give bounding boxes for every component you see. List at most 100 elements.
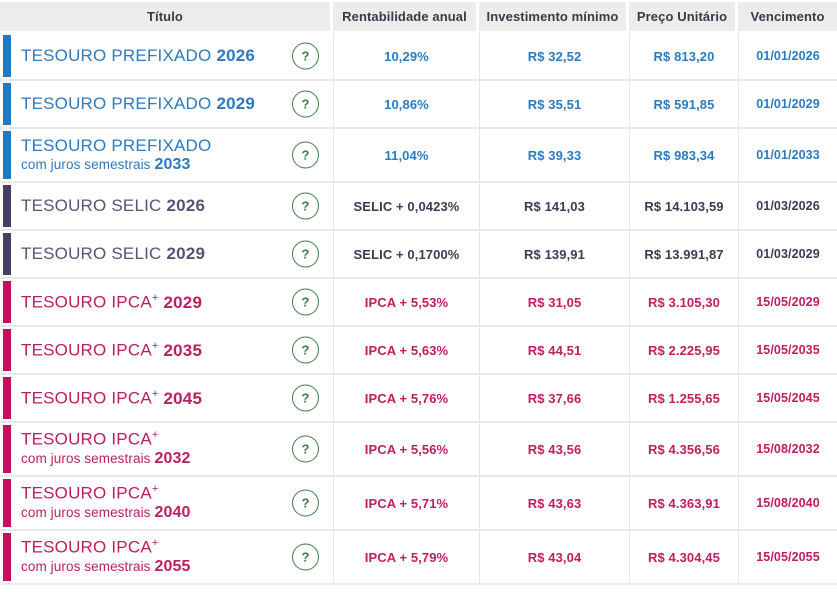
column-header-preco-unitario: Preço Unitário [629, 2, 738, 31]
question-mark-icon: ? [301, 390, 310, 406]
help-button[interactable]: ? [292, 90, 319, 118]
maturity-date-cell: 01/03/2029 [738, 231, 837, 277]
minimum-investment-cell: R$ 31,05 [479, 279, 629, 325]
table-row: TESOURO IPCA+ com juros semestrais 2040 ?… [0, 475, 837, 529]
ipca-plus-superscript: + [151, 339, 159, 352]
help-button[interactable]: ? [292, 384, 319, 412]
minimum-investment-cell: R$ 37,66 [479, 375, 629, 421]
unit-price-cell: R$ 3.105,30 [629, 279, 738, 325]
bond-title-link[interactable]: TESOURO SELIC 2029 [21, 244, 205, 264]
help-button[interactable]: ? [292, 543, 319, 571]
bond-title-link[interactable]: TESOURO IPCA+ com juros semestrais 2040 [21, 483, 191, 523]
unit-price-cell: R$ 4.356,56 [629, 423, 738, 475]
annual-return-cell: IPCA + 5,63% [333, 327, 479, 373]
bond-title-cell: TESOURO IPCA+ 2035 ? [0, 327, 333, 373]
bond-title: TESOURO IPCA+ 2045 [21, 387, 203, 408]
bond-title: TESOURO PREFIXADO [21, 135, 212, 155]
help-button[interactable]: ? [292, 435, 319, 463]
annual-return-cell: IPCA + 5,79% [333, 531, 479, 583]
bond-title: TESOURO IPCA+ 2035 [21, 339, 203, 360]
question-mark-icon: ? [301, 246, 310, 262]
column-header-rentabilidade: Rentabilidade anual [333, 2, 479, 31]
bond-subtitle: com juros semestrais 2055 [21, 558, 191, 576]
help-button[interactable]: ? [292, 336, 319, 364]
annual-return-cell: IPCA + 5,53% [333, 279, 479, 325]
help-button[interactable]: ? [292, 42, 319, 70]
unit-price-cell: R$ 14.103,59 [629, 183, 738, 229]
table-row: TESOURO PREFIXADO com juros semestrais 20… [0, 127, 837, 181]
maturity-date-cell: 01/01/2033 [738, 129, 837, 181]
bond-title: TESOURO SELIC 2029 [21, 244, 206, 264]
bond-color-bar [3, 377, 11, 419]
unit-price-cell: R$ 4.304,45 [629, 531, 738, 583]
annual-return-cell: 10,86% [333, 81, 479, 127]
maturity-date-cell: 15/08/2032 [738, 423, 837, 475]
table-row: TESOURO IPCA+ 2035 ? IPCA + 5,63% R$ 44,5… [0, 325, 837, 373]
minimum-investment-cell: R$ 139,91 [479, 231, 629, 277]
bond-title-link[interactable]: TESOURO IPCA+ 2045 [21, 388, 202, 408]
help-button[interactable]: ? [292, 489, 319, 517]
bond-title: TESOURO IPCA+ [21, 537, 159, 557]
help-button[interactable]: ? [292, 240, 319, 268]
column-header-vencimento: Vencimento [738, 2, 837, 31]
annual-return-cell: SELIC + 0,1700% [333, 231, 479, 277]
help-button[interactable]: ? [292, 141, 319, 169]
unit-price-cell: R$ 813,20 [629, 33, 738, 79]
bond-title-link[interactable]: TESOURO IPCA+ 2035 [21, 340, 202, 360]
annual-return-cell: 10,29% [333, 33, 479, 79]
bond-color-bar [3, 185, 11, 227]
annual-return-cell: 11,04% [333, 129, 479, 181]
ipca-plus-superscript: + [151, 429, 159, 442]
bond-title-link[interactable]: TESOURO PREFIXADO 2026 [21, 46, 255, 66]
bond-title-cell: TESOURO IPCA+ com juros semestrais 2055 ? [0, 531, 333, 583]
help-button[interactable]: ? [292, 192, 319, 220]
table-row: TESOURO IPCA+ 2045 ? IPCA + 5,76% R$ 37,6… [0, 373, 837, 421]
unit-price-cell: R$ 2.225,95 [629, 327, 738, 373]
bond-title-link[interactable]: TESOURO PREFIXADO com juros semestrais 20… [21, 136, 211, 175]
ipca-plus-superscript: + [151, 387, 159, 400]
annual-return-cell: IPCA + 5,56% [333, 423, 479, 475]
bond-title-link[interactable]: TESOURO PREFIXADO 2029 [21, 94, 255, 114]
bond-subtitle: com juros semestrais 2040 [21, 504, 191, 522]
table-row: TESOURO PREFIXADO 2029 ? 10,86% R$ 35,51 … [0, 79, 837, 127]
question-mark-icon: ? [301, 441, 310, 457]
bond-color-bar [3, 233, 11, 275]
question-mark-icon: ? [301, 495, 310, 511]
column-header-investimento-minimo: Investimento mínimo [479, 2, 629, 31]
annual-return-cell: IPCA + 5,76% [333, 375, 479, 421]
table-body: TESOURO PREFIXADO 2026 ? 10,29% R$ 32,52 … [0, 31, 837, 585]
bond-title-link[interactable]: TESOURO IPCA+ 2029 [21, 292, 202, 312]
bond-title-cell: TESOURO IPCA+ 2045 ? [0, 375, 333, 421]
bond-color-bar [3, 281, 11, 323]
bond-title-cell: TESOURO IPCA+ com juros semestrais 2040 ? [0, 477, 333, 529]
annual-return-cell: IPCA + 5,71% [333, 477, 479, 529]
unit-price-cell: R$ 4.363,91 [629, 477, 738, 529]
table-header-row: Título Rentabilidade anual Investimento … [0, 2, 837, 31]
table-row: TESOURO IPCA+ com juros semestrais 2055 ?… [0, 529, 837, 583]
help-button[interactable]: ? [292, 288, 319, 316]
bond-color-bar [3, 83, 11, 125]
question-mark-icon: ? [301, 294, 310, 310]
ipca-plus-superscript: + [151, 483, 159, 496]
bond-title-cell: TESOURO SELIC 2026 ? [0, 183, 333, 229]
bond-color-bar [3, 131, 11, 179]
table-row: TESOURO SELIC 2029 ? SELIC + 0,1700% R$ 1… [0, 229, 837, 277]
bond-title-link[interactable]: TESOURO SELIC 2026 [21, 196, 205, 216]
table-row: TESOURO IPCA+ 2029 ? IPCA + 5,53% R$ 31,0… [0, 277, 837, 325]
question-mark-icon: ? [301, 147, 310, 163]
bond-title: TESOURO IPCA+ [21, 429, 159, 449]
minimum-investment-cell: R$ 39,33 [479, 129, 629, 181]
bond-title-link[interactable]: TESOURO IPCA+ com juros semestrais 2032 [21, 429, 191, 469]
question-mark-icon: ? [301, 48, 310, 64]
unit-price-cell: R$ 1.255,65 [629, 375, 738, 421]
bond-subtitle: com juros semestrais 2032 [21, 450, 191, 468]
bond-color-bar [3, 35, 11, 77]
unit-price-cell: R$ 983,34 [629, 129, 738, 181]
bond-title-cell: TESOURO PREFIXADO com juros semestrais 20… [0, 129, 333, 181]
bond-color-bar [3, 479, 11, 527]
table-row: TESOURO SELIC 2026 ? SELIC + 0,0423% R$ 1… [0, 181, 837, 229]
table-row: TESOURO IPCA+ com juros semestrais 2032 ?… [0, 421, 837, 475]
bond-title-link[interactable]: TESOURO IPCA+ com juros semestrais 2055 [21, 537, 191, 577]
bond-table: Título Rentabilidade anual Investimento … [0, 2, 837, 585]
minimum-investment-cell: R$ 141,03 [479, 183, 629, 229]
